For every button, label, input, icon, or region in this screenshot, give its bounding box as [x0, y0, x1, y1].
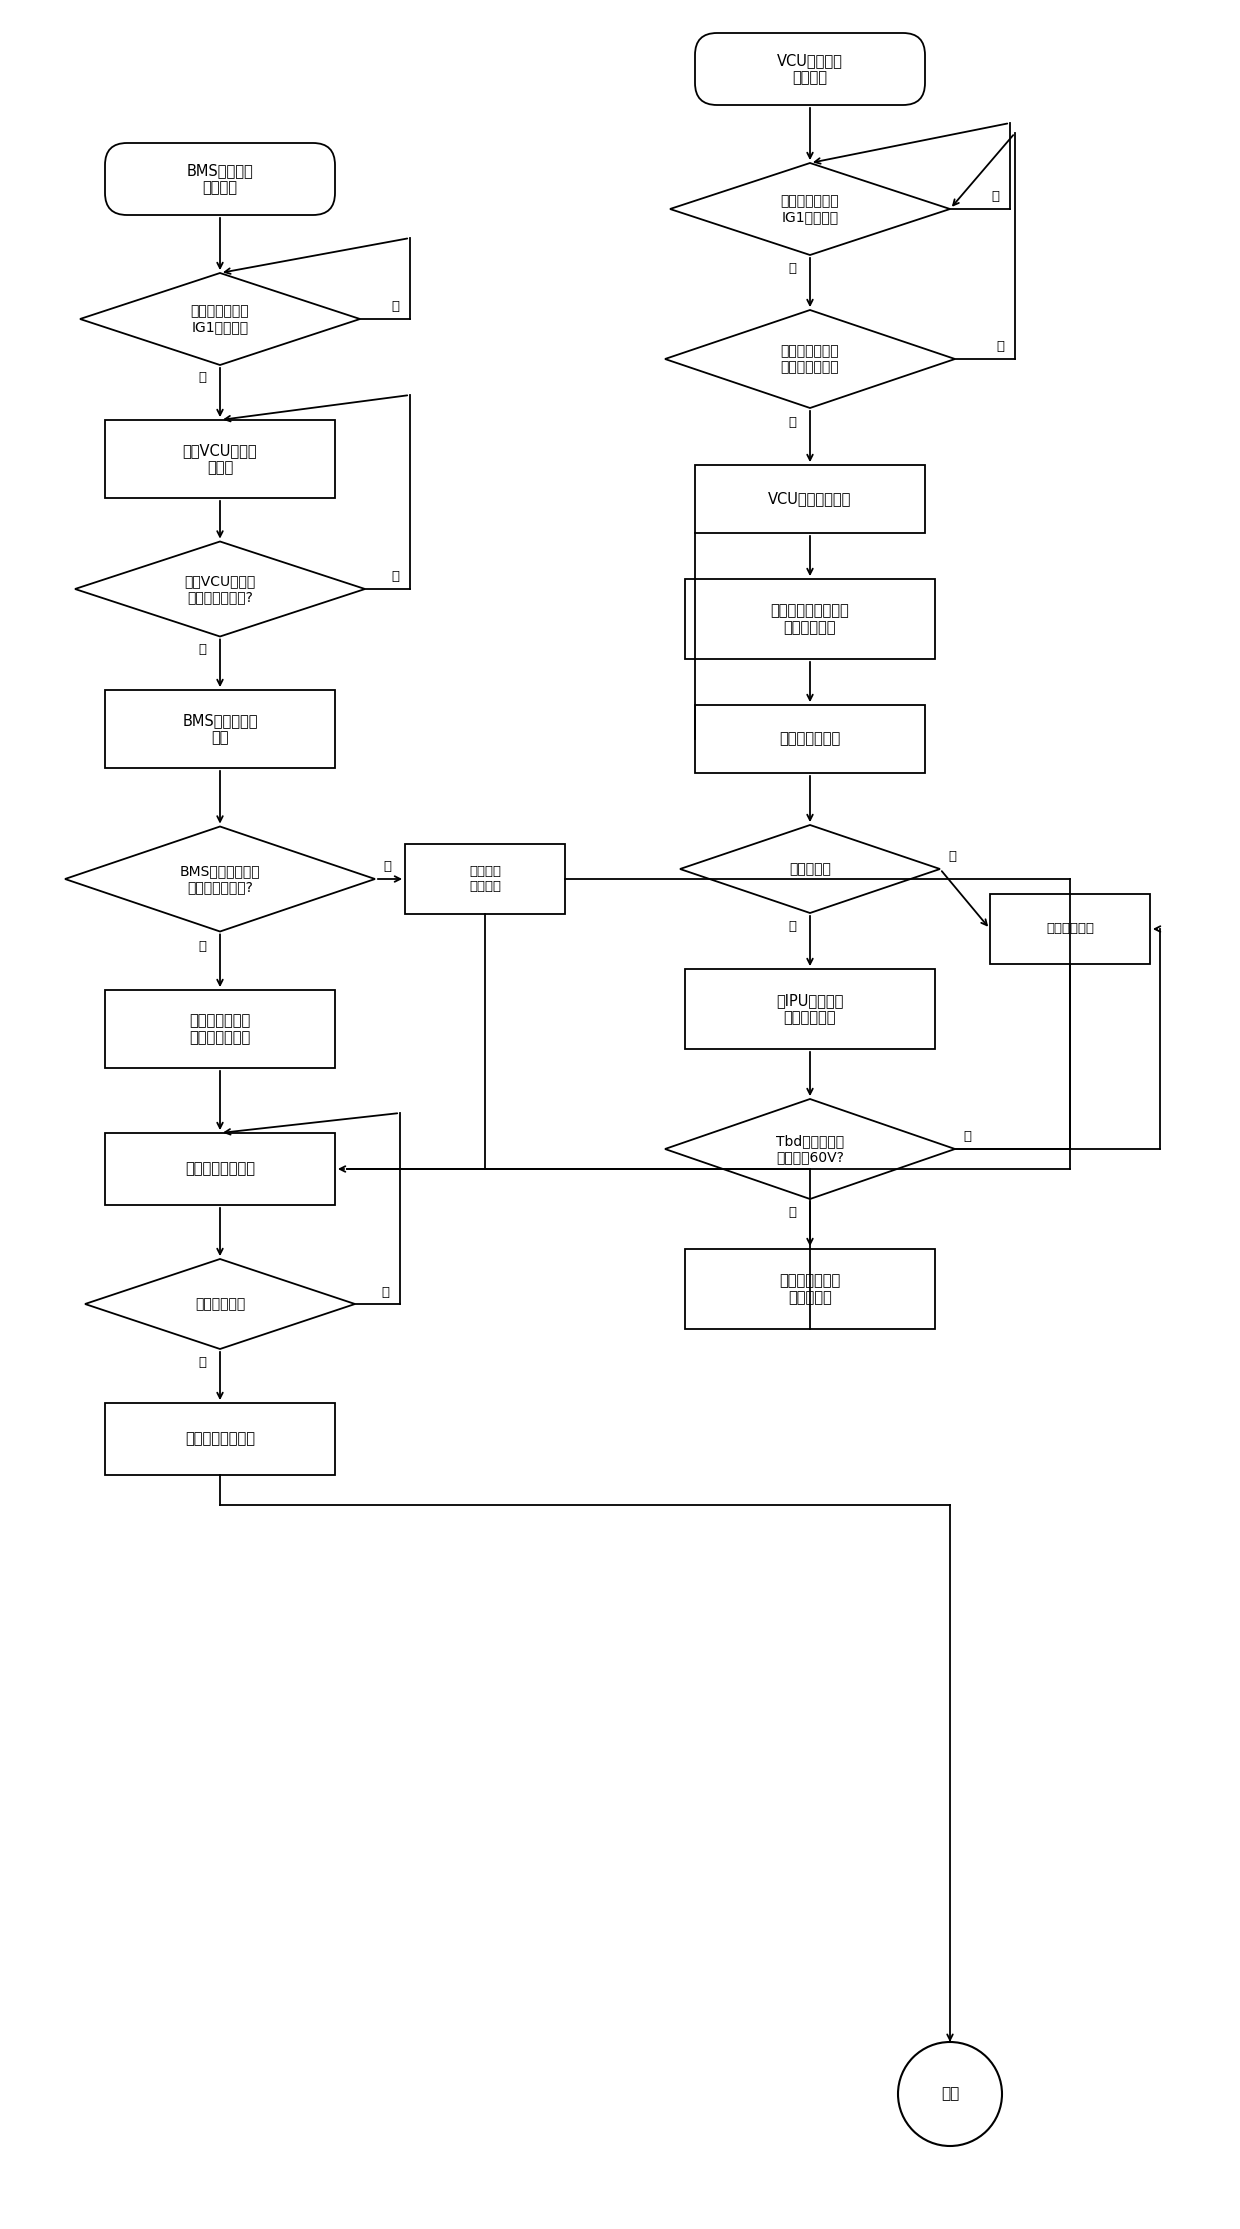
Text: 是: 是	[198, 1355, 206, 1369]
Text: 是: 是	[963, 1130, 971, 1143]
Text: 收到VCU发送的
下电断高压指令?: 收到VCU发送的 下电断高压指令?	[185, 573, 255, 604]
Polygon shape	[665, 1099, 955, 1199]
Text: 结束: 结束	[941, 2086, 959, 2102]
Text: VCU发送下电指令: VCU发送下电指令	[769, 493, 852, 506]
Text: Tbd时间内泄放
电压小于60V?: Tbd时间内泄放 电压小于60V?	[776, 1135, 844, 1164]
Text: 发送高压继电器
状态到整车网络: 发送高压继电器 状态到整车网络	[190, 1012, 250, 1045]
Polygon shape	[81, 272, 360, 366]
FancyBboxPatch shape	[694, 33, 925, 105]
Text: 数据存储完成: 数据存储完成	[195, 1297, 246, 1311]
Polygon shape	[74, 542, 365, 637]
Bar	[990, 894, 1149, 963]
Bar	[105, 1402, 335, 1476]
Text: VCU进入状态
判断流程: VCU进入状态 判断流程	[777, 53, 843, 85]
Bar	[105, 691, 335, 769]
Bar	[684, 580, 935, 660]
Polygon shape	[64, 827, 374, 932]
Polygon shape	[86, 1259, 355, 1349]
Bar	[105, 419, 335, 497]
Text: 是: 是	[198, 372, 206, 383]
Text: 等待VCU发送下
电指令: 等待VCU发送下 电指令	[182, 444, 258, 475]
Bar	[694, 466, 925, 533]
Text: 是: 是	[198, 941, 206, 954]
Text: 检测到点火开关
IG1信号消失: 检测到点火开关 IG1信号消失	[781, 194, 839, 225]
Text: 否: 否	[391, 301, 399, 314]
Text: 否: 否	[949, 851, 956, 863]
Text: BMS执行下高压
操作: BMS执行下高压 操作	[182, 713, 258, 744]
Circle shape	[898, 2042, 1002, 2147]
Text: 上报电机高压泄
放系统故障: 上报电机高压泄 放系统故障	[780, 1273, 841, 1306]
Bar	[694, 704, 925, 773]
Text: BMS进入状态
判断流程: BMS进入状态 判断流程	[187, 163, 253, 196]
Text: 上报系统故障: 上报系统故障	[1047, 923, 1094, 936]
Text: 否: 否	[991, 189, 999, 203]
Text: BMS在预定时间内
完成下高压操作?: BMS在预定时间内 完成下高压操作?	[180, 865, 260, 894]
Text: 否: 否	[383, 860, 391, 874]
Text: 否: 否	[787, 1206, 796, 1219]
Text: 否: 否	[381, 1286, 389, 1300]
Text: 是: 是	[787, 921, 796, 932]
Bar	[105, 1132, 335, 1206]
Text: 执行关键数据存储: 执行关键数据存储	[185, 1161, 255, 1177]
Text: 检测到点火开关
IG1信号消失: 检测到点火开关 IG1信号消失	[191, 303, 249, 334]
Text: 继电器断开: 继电器断开	[789, 863, 831, 876]
Text: 判断自身是否具
备高压下电条件: 判断自身是否具 备高压下电条件	[781, 343, 839, 374]
Bar	[405, 845, 565, 914]
Bar	[684, 970, 935, 1050]
Text: 向IPU发送电容
电荷泄放指令: 向IPU发送电容 电荷泄放指令	[776, 992, 843, 1025]
Bar	[105, 990, 335, 1068]
Bar	[684, 1248, 935, 1328]
Text: 上报下电
超时故障: 上报下电 超时故障	[469, 865, 501, 894]
Polygon shape	[670, 163, 950, 254]
Text: 读取继电器状态: 读取继电器状态	[780, 731, 841, 747]
Text: 等待高压继电器反馈
的继电器状态: 等待高压继电器反馈 的继电器状态	[770, 602, 849, 635]
Text: 执行低压下电操作: 执行低压下电操作	[185, 1431, 255, 1447]
Text: 是: 是	[787, 415, 796, 428]
FancyBboxPatch shape	[105, 143, 335, 214]
Text: 是: 是	[787, 261, 796, 274]
Polygon shape	[665, 310, 955, 408]
Text: 否: 否	[391, 571, 399, 584]
Text: 否: 否	[996, 341, 1004, 354]
Polygon shape	[680, 825, 940, 914]
Text: 是: 是	[198, 642, 206, 655]
